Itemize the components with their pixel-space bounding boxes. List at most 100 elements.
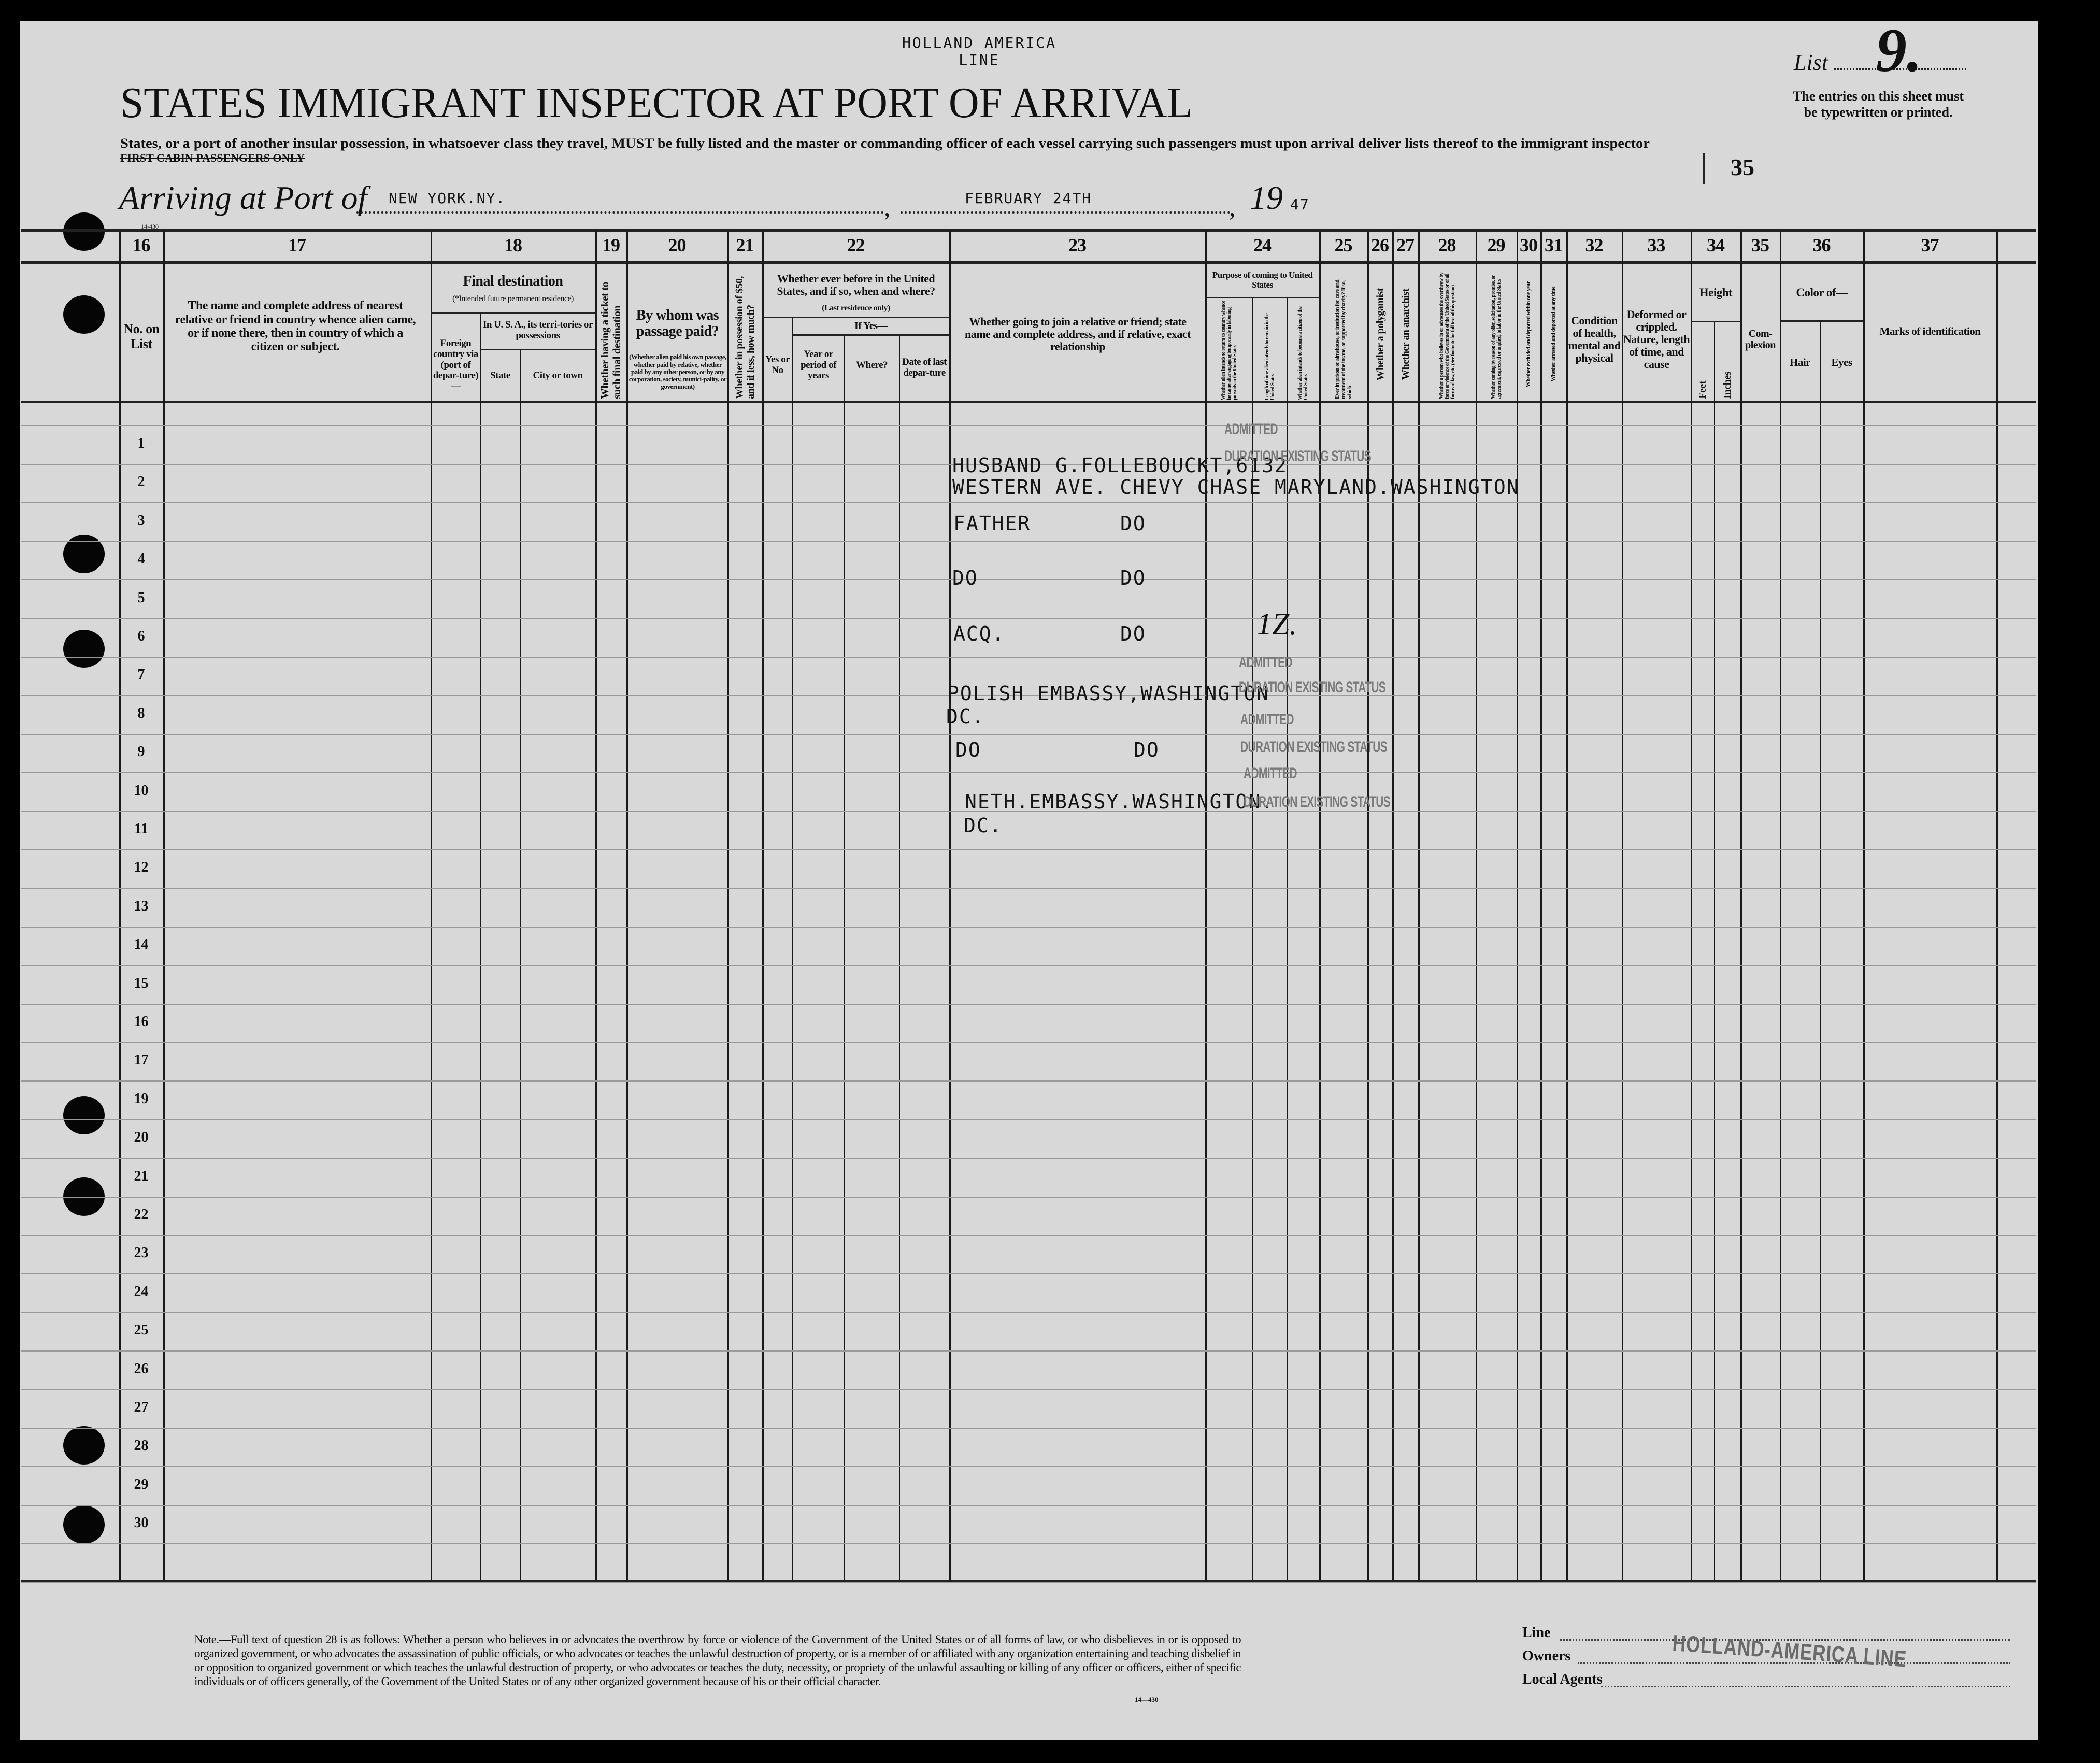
row-rule [21,1080,2036,1082]
col24-header: Purpose of coming to United States [1212,270,1313,290]
subcolumn-divider [1820,320,1821,1581]
row-rule [21,1042,2036,1043]
col30-label: Whether excluded and deported within one… [1525,281,1532,388]
col16-header: No. on List [123,321,160,351]
column-divider [431,231,432,1581]
col28-header: Whether a person who believes in or advo… [1419,269,1475,399]
col24a-header: Whether alien intends to return to count… [1206,300,1252,400]
row-rule [21,1196,2036,1198]
row-rule [21,1428,2036,1429]
col18-header: Final destination [463,273,563,289]
row-number: 14 [134,936,149,953]
header-subdivider [792,334,949,336]
sheet-count: 35 [1731,154,1754,180]
row-number: 3 [137,512,145,529]
col19-label: Whether having a ticket to such final de… [598,282,623,399]
column-divider [595,231,597,1581]
column-number-33: 33 [1647,235,1666,255]
entries-note-line-2: be typewritten or printed. [1804,105,1953,120]
row-number: 5 [137,589,145,606]
header-subdivider [1691,321,1740,322]
port-value: NEW YORK.NY. [389,190,506,207]
column-number-32: 32 [1585,235,1604,255]
row-number: 30 [134,1515,149,1531]
column-divider [1780,231,1781,1581]
row-rule [21,541,2036,542]
entries-note: The entries on this sheet must be typewr… [1759,88,1997,120]
row-number: 23 [134,1245,149,1261]
line-field[interactable] [1560,1639,2010,1641]
stamp-admitted: ADMITTED [1239,654,1293,671]
column-number-34: 34 [1707,235,1725,255]
punch-hole [63,1096,105,1134]
entries-note-line-1: The entries on this sheet must [1792,89,1964,104]
punch-hole [63,295,105,334]
col24b-label: Length of time alien intends to remain i… [1264,313,1276,400]
header-bottom-rule [21,401,2036,403]
punch-hole [63,1505,105,1544]
column-number-20: 20 [668,235,687,255]
list-number-line [1834,68,1966,70]
column-number-35: 35 [1751,235,1769,255]
entry-relationship: DO [955,738,981,761]
punch-hole [63,630,105,668]
col21-label: Whether in possession of $50, and if les… [734,276,756,399]
col22-date: Date of last depar-ture [902,357,947,378]
header-subdivider [1780,320,1863,322]
col36-eyes: Eyes [1831,356,1853,369]
row-rule [21,657,2036,658]
column-number-19: 19 [602,235,620,255]
row-number: 29 [134,1476,149,1492]
year-value: 47 [1290,196,1310,213]
col17-header: The name and complete address of nearest… [175,299,416,354]
row-rule [21,811,2036,812]
column-divider [626,231,628,1581]
row-number: 10 [134,782,149,799]
column-divider [1392,231,1394,1581]
column-divider [949,231,951,1581]
row-number: 28 [134,1438,149,1454]
row-rule [21,1235,2036,1236]
row-rule [21,1158,2036,1159]
column-divider [1691,231,1692,1581]
owners-field[interactable] [1578,1662,2010,1664]
owners-label: Owners [1522,1648,1571,1664]
row-number: 19 [134,1090,149,1107]
row-number: 26 [134,1360,149,1377]
list-number: 9. [1876,16,1922,84]
column-number-28: 28 [1438,235,1456,255]
col25-label: Ever in prison or almshouse, or institut… [1334,279,1353,399]
row-rule [21,502,2036,504]
col20-header: By whom was passage paid? [636,307,719,339]
entry-row7-line1: NETH.EMBASSY.WASHINGTON. [965,790,1275,813]
col18-state: State [490,369,510,381]
col22-where: Where? [855,359,888,371]
col24a-label: Whether alien intends to return to count… [1220,301,1238,400]
column-number-22: 22 [847,235,865,255]
subcolumn-divider [1714,321,1715,1581]
column-divider [1476,231,1477,1581]
col29-label: Whether coming by reason of any offer, s… [1491,275,1502,399]
local-agents-field[interactable] [1601,1686,2010,1687]
col31-label: Whether arrested and deported at any tim… [1550,287,1557,382]
header-subdivider [431,312,595,314]
col22-if-yes: If Yes— [854,320,888,332]
subcolumn-divider [1287,297,1288,1581]
column-divider [1205,231,1207,1581]
col31-header: Whether arrested and deported at any tim… [1541,269,1566,399]
entry-row1-line2: WESTERN AVE. CHEVY CHASE MARYLAND.WASHIN… [952,476,1520,499]
row-rule [21,1504,2036,1506]
row-number: 21 [134,1168,149,1184]
col25-header: Ever in prison or almshouse, or institut… [1320,269,1367,399]
row-rule [21,579,2036,581]
column-number-29: 29 [1487,235,1506,255]
entry-row5-line2: DC. [946,705,985,728]
row-rule [21,1350,2036,1352]
col24c-label: Whether alien intends to become a citize… [1297,306,1309,400]
row-rule [21,425,2036,426]
column-number-31: 31 [1545,235,1563,255]
stamp-duration: DURATION EXISTING STATUS [1239,679,1386,696]
col24b-header: Length of time alien intends to remain i… [1253,300,1286,400]
stamp-duration: DURATION EXISTING STATUS [1240,738,1388,756]
entry-address: DO [1134,738,1160,761]
